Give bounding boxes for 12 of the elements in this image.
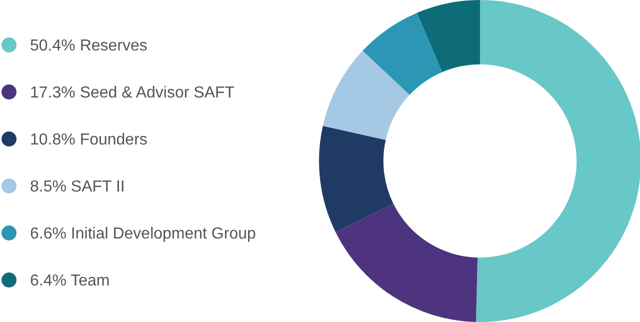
- legend-label: 6.4% Team: [30, 272, 110, 290]
- donut-slice: [322, 50, 410, 140]
- legend-label: 8.5% SAFT II: [30, 178, 125, 196]
- donut-slice: [362, 12, 442, 95]
- donut-slice: [476, 0, 640, 322]
- legend-label: 50.4% Reserves: [30, 38, 148, 55]
- donut-slice: [336, 204, 478, 322]
- donut-slice: [416, 0, 480, 72]
- legend-label: 6.6% Initial Development Group: [30, 226, 256, 243]
- donut-slice: [319, 126, 394, 232]
- legend-label: 10.8% Founders: [30, 132, 148, 149]
- legend-label: 17.3% Seed & Advisor SAFT: [30, 84, 235, 102]
